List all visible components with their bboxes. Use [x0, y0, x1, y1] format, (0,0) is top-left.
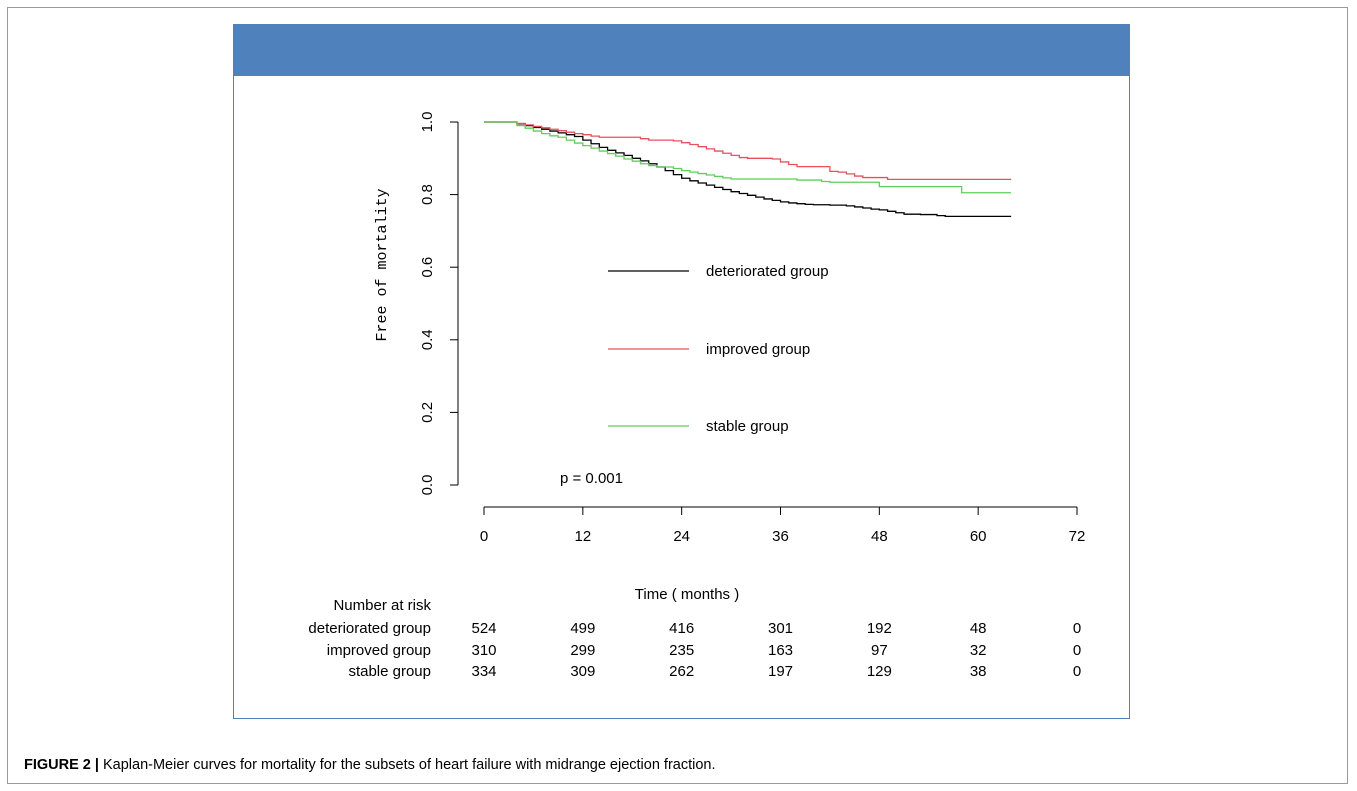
y-tick-label-0.6: 0.6	[419, 257, 436, 278]
p-value-annotation: p = 0.001	[560, 470, 623, 487]
risk-table-title: Number at risk	[333, 597, 431, 614]
risk-count-improved-group-24: 235	[669, 642, 694, 659]
y-axis-label: Free of mortality	[374, 188, 391, 341]
legend-label-stable-group: stable group	[706, 418, 789, 435]
risk-count-deteriorated-group-0: 524	[471, 620, 496, 637]
x-tick-label-48: 48	[871, 528, 888, 545]
risk-table: Number at risk deteriorated group 524 499 41…	[308, 597, 1081, 680]
axes: 0 12 24 36 48 60 72 0.0 0.2 0.4 0.6 0.8 1.0	[419, 112, 1085, 545]
figure-caption: FIGURE 2 | Kaplan-Meier curves for morta…	[24, 757, 716, 773]
y-tick-label-0.8: 0.8	[419, 184, 436, 205]
risk-count-improved-group-36: 163	[768, 642, 793, 659]
figure-panel	[233, 24, 1130, 719]
risk-count-stable-group-0: 334	[471, 663, 496, 680]
risk-count-deteriorated-group-24: 416	[669, 620, 694, 637]
risk-count-deteriorated-group-60: 48	[970, 620, 987, 637]
figure-label: FIGURE 2 |	[24, 757, 99, 773]
risk-count-stable-group-24: 262	[669, 663, 694, 680]
figure-frame	[7, 7, 1348, 784]
x-tick-label-0: 0	[480, 528, 488, 545]
km-chart: 0 12 24 36 48 60 72 0.0 0.2 0.4 0.6 0.8 1.0 deterior…	[308, 112, 1085, 680]
risk-count-stable-group-36: 197	[768, 663, 793, 680]
y-tick-label-1: 1.0	[419, 112, 436, 133]
x-tick-label-60: 60	[970, 528, 987, 545]
risk-count-stable-group-60: 38	[970, 663, 987, 680]
risk-count-deteriorated-group-48: 192	[867, 620, 892, 637]
y-tick-label-0: 0.0	[419, 475, 436, 496]
risk-count-stable-group-72: 0	[1073, 663, 1081, 680]
x-tick-label-72: 72	[1069, 528, 1086, 545]
curve-improved-group	[484, 121, 1012, 181]
risk-count-improved-group-48: 97	[871, 642, 888, 659]
x-tick-label-12: 12	[574, 528, 591, 545]
risk-count-improved-group-0: 310	[471, 642, 496, 659]
curve-deteriorated-group	[484, 121, 1012, 218]
risk-count-improved-group-72: 0	[1073, 642, 1081, 659]
x-tick-label-24: 24	[673, 528, 690, 545]
risk-count-stable-group-48: 129	[867, 663, 892, 680]
caption-text: Kaplan-Meier curves for mortality for th…	[98, 757, 716, 773]
risk-count-deteriorated-group-72: 0	[1073, 620, 1081, 637]
curve-stable-group	[484, 121, 1012, 194]
survival-curves	[484, 121, 1012, 218]
x-axis-label: Time ( months )	[635, 586, 739, 603]
x-tick-label-36: 36	[772, 528, 789, 545]
risk-count-improved-group-12: 299	[570, 642, 595, 659]
risk-row-label-stable-group: stable group	[348, 663, 431, 680]
y-tick-label-0.4: 0.4	[419, 329, 436, 350]
legend-label-deteriorated-group: deteriorated group	[706, 263, 829, 280]
risk-count-improved-group-60: 32	[970, 642, 987, 659]
header-banner	[234, 24, 1129, 76]
risk-row-label-deteriorated-group: deteriorated group	[308, 620, 431, 637]
risk-row-label-improved-group: improved group	[327, 642, 431, 659]
legend-label-improved-group: improved group	[706, 341, 810, 358]
legend: deteriorated group improved group stable g…	[608, 263, 829, 435]
risk-count-deteriorated-group-12: 499	[570, 620, 595, 637]
y-tick-label-0.2: 0.2	[419, 402, 436, 423]
risk-count-deteriorated-group-36: 301	[768, 620, 793, 637]
risk-count-stable-group-12: 309	[570, 663, 595, 680]
